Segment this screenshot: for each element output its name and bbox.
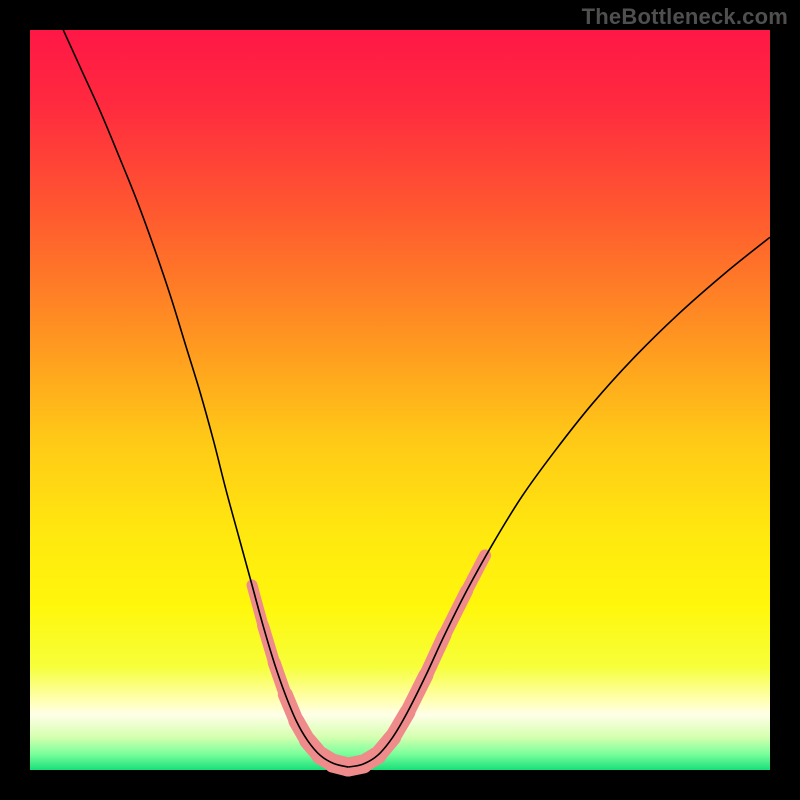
chart-svg bbox=[0, 0, 800, 800]
chart-stage: TheBottleneck.com bbox=[0, 0, 800, 800]
